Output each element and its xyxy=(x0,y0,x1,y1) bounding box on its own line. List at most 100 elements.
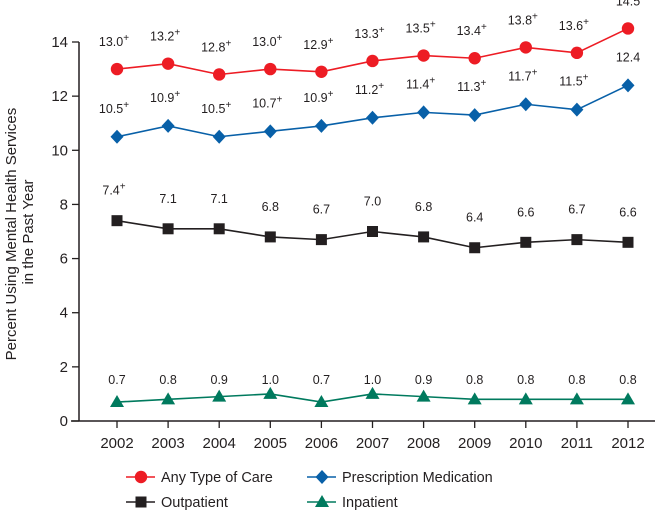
data-label: 6.6 xyxy=(517,205,534,219)
data-label: 13.0+ xyxy=(99,33,129,49)
series-prescription-medication: 10.5+ 10.9+ 10.5+ 10.7+ 10.9+ 11.2+ 11.4+ 11.3+… xyxy=(99,50,640,144)
significance-marker: + xyxy=(532,11,538,22)
data-point xyxy=(518,392,533,405)
significance-marker: + xyxy=(174,28,180,39)
data-point xyxy=(570,102,584,117)
data-label: 1.0 xyxy=(364,373,381,387)
data-point xyxy=(519,41,532,54)
data-label: 0.9 xyxy=(211,373,228,387)
significance-marker: + xyxy=(225,100,231,111)
data-label: 0.8 xyxy=(619,373,636,387)
legend-marker xyxy=(135,496,147,508)
data-point xyxy=(110,395,124,408)
data-label: 0.8 xyxy=(568,373,585,387)
data-point xyxy=(110,62,124,76)
significance-marker: + xyxy=(120,182,126,193)
data-label: 13.3+ xyxy=(354,25,384,41)
data-point xyxy=(264,62,277,76)
x-tick-label: 2007 xyxy=(356,435,389,452)
data-label: 6.6 xyxy=(619,205,636,219)
data-point xyxy=(416,389,431,402)
x-tick-label: 2002 xyxy=(100,435,133,452)
y-axis-label: Percent Using Mental Health Services in … xyxy=(3,104,37,361)
data-point xyxy=(161,118,175,133)
x-tick-label: 2008 xyxy=(407,435,440,452)
data-point xyxy=(212,389,227,402)
data-label: 11.7+ xyxy=(508,67,537,83)
data-point xyxy=(417,105,431,120)
data-point xyxy=(263,124,277,139)
x-tick-label: 2006 xyxy=(305,435,338,452)
legend-item: Prescription Medication xyxy=(307,470,493,486)
data-label: 10.9+ xyxy=(150,89,180,105)
significance-marker: + xyxy=(532,67,538,78)
data-label: 1.0 xyxy=(262,373,279,387)
data-label: 11.5+ xyxy=(559,73,588,89)
data-point xyxy=(315,65,328,78)
data-label: 7.0 xyxy=(364,195,381,209)
y-tick-label: 2 xyxy=(60,359,68,376)
data-label: 14.5 xyxy=(616,0,640,8)
x-tick-label: 2009 xyxy=(458,435,491,452)
data-point xyxy=(520,236,532,248)
y-tick-label: 14 xyxy=(51,34,68,51)
data-point xyxy=(418,231,430,243)
significance-marker: + xyxy=(583,17,589,28)
significance-marker: + xyxy=(225,38,231,49)
data-label: 7.1 xyxy=(211,192,228,206)
legend-marker xyxy=(315,495,329,507)
data-point xyxy=(467,392,482,405)
data-point xyxy=(213,223,225,235)
data-label: 10.5+ xyxy=(99,100,129,116)
significance-marker: + xyxy=(277,94,283,105)
x-tick-label: 2003 xyxy=(151,435,184,452)
data-point xyxy=(263,386,278,399)
data-label: 10.5+ xyxy=(201,100,231,116)
data-label: 11.2+ xyxy=(355,81,384,97)
data-point xyxy=(314,395,329,408)
data-label: 0.7 xyxy=(313,373,330,387)
data-label: 12.8+ xyxy=(201,38,231,54)
data-label: 6.7 xyxy=(313,203,330,217)
data-point xyxy=(417,49,430,62)
data-point xyxy=(621,392,635,405)
data-point xyxy=(569,392,584,405)
significance-marker: + xyxy=(378,81,384,92)
data-point xyxy=(622,236,634,248)
data-point xyxy=(468,52,481,65)
legend-item: Outpatient xyxy=(126,495,228,511)
data-point xyxy=(162,223,174,235)
significance-marker: + xyxy=(328,89,334,100)
legend-label: Prescription Medication xyxy=(342,470,493,486)
data-point xyxy=(213,68,226,81)
data-label: 6.7 xyxy=(568,203,585,217)
x-tick-label: 2010 xyxy=(509,435,542,452)
data-point xyxy=(621,78,635,93)
y-tick-label: 0 xyxy=(60,413,68,430)
x-tick-label: 2005 xyxy=(254,435,287,452)
data-point xyxy=(314,118,328,133)
data-point xyxy=(621,22,635,35)
data-point xyxy=(315,234,327,246)
data-label: 10.9+ xyxy=(303,89,333,105)
significance-marker: + xyxy=(481,22,487,33)
y-axis-label-line-1: Percent Using Mental Health Services xyxy=(3,108,20,361)
significance-marker: + xyxy=(123,100,129,111)
legend-marker xyxy=(134,470,148,484)
y-tick-label: 10 xyxy=(51,142,68,159)
significance-marker: + xyxy=(277,33,283,44)
significance-marker: + xyxy=(328,36,334,47)
data-label: 13.4+ xyxy=(457,22,487,38)
data-label: 13.8+ xyxy=(508,11,538,27)
data-point xyxy=(366,110,379,125)
data-point xyxy=(264,231,276,243)
y-tick-label: 8 xyxy=(60,196,68,213)
legend: Any Type of Care Prescription Medication O… xyxy=(126,470,493,511)
data-label: 12.9+ xyxy=(303,36,333,52)
x-tick-label: 2012 xyxy=(611,435,644,452)
y-axis-label-line-2: in the Past Year xyxy=(20,179,37,284)
legend-label: Outpatient xyxy=(161,495,228,511)
data-label: 12.4 xyxy=(616,50,640,64)
data-point xyxy=(212,129,226,144)
